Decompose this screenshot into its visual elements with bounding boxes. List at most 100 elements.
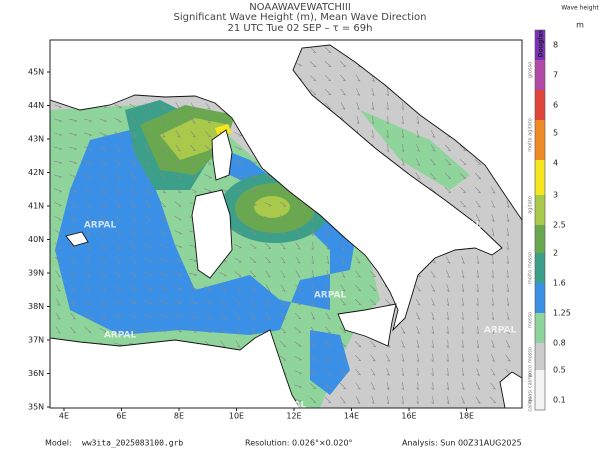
arrow	[475, 396, 481, 404]
arrow	[159, 272, 167, 277]
arrow	[174, 272, 183, 277]
cb-tick-label: 0.8	[553, 339, 566, 348]
arrow	[339, 61, 347, 68]
arrow	[100, 242, 106, 250]
arrow	[506, 298, 510, 307]
arrow	[295, 298, 301, 306]
arrow	[311, 255, 314, 265]
arrow	[130, 228, 136, 236]
arrow	[371, 102, 375, 111]
arrow	[189, 314, 197, 319]
arrow	[114, 117, 122, 123]
arrow	[340, 270, 346, 278]
arrow	[99, 313, 107, 319]
arrow	[415, 312, 421, 320]
arrow	[370, 340, 376, 348]
arrow	[326, 227, 329, 237]
arrow	[204, 327, 212, 333]
cb-seg	[535, 160, 545, 195]
arrow	[69, 132, 78, 137]
cb-unit: m	[576, 21, 584, 30]
arrow	[401, 395, 404, 405]
arrow	[476, 368, 480, 376]
arrow	[234, 230, 242, 235]
cb-tick-label: 4	[553, 159, 558, 168]
arrow	[324, 355, 332, 361]
arrow	[415, 158, 421, 166]
arrow	[175, 172, 181, 180]
arrow	[85, 298, 91, 306]
arrow	[204, 130, 212, 138]
arrow	[265, 284, 271, 292]
arrow	[400, 326, 406, 334]
arrow	[476, 311, 479, 321]
arrow	[264, 174, 272, 179]
arrow	[114, 314, 122, 319]
arrow	[354, 299, 362, 306]
arrow	[295, 228, 301, 236]
arrow	[459, 145, 467, 151]
lon-label: 16E	[401, 412, 416, 421]
cb-seg	[535, 370, 545, 410]
arrow	[219, 117, 227, 123]
arrow	[130, 200, 136, 208]
cb-title: Wave height	[561, 5, 599, 12]
arrow	[506, 241, 509, 251]
arrow	[324, 61, 332, 67]
arrow	[69, 146, 77, 151]
douglas-label: mosso	[528, 312, 534, 328]
arrow	[430, 158, 436, 166]
arrow	[250, 312, 256, 320]
arrow	[234, 257, 242, 263]
arrow	[130, 214, 136, 222]
title-line1: NOAAWAVEWATCHIII	[249, 2, 351, 13]
arrow	[506, 200, 510, 209]
arrow	[386, 88, 389, 97]
arrow	[84, 118, 93, 123]
arrow	[114, 158, 122, 166]
lat-label: 35N	[28, 403, 44, 412]
arrow	[355, 284, 361, 292]
lon-label: 14E	[344, 412, 359, 421]
arrow	[309, 46, 317, 54]
arrow	[190, 130, 196, 138]
arrow	[144, 272, 152, 277]
arrow	[144, 229, 152, 235]
arrow	[340, 88, 346, 96]
arrow	[474, 159, 482, 165]
cb-tick-label: 6	[553, 101, 558, 110]
arrow	[369, 270, 377, 278]
arrow	[265, 312, 271, 320]
arrow	[294, 200, 302, 208]
arrow	[446, 396, 450, 405]
arrow	[339, 327, 347, 333]
arrow	[84, 327, 92, 333]
arrow	[386, 382, 390, 391]
arrow	[114, 104, 122, 109]
sea-blue-south	[310, 330, 350, 395]
arrow	[340, 284, 346, 292]
watermark: ARPAL	[274, 401, 307, 411]
arrow	[174, 286, 183, 291]
arrow	[145, 172, 151, 180]
arrow	[415, 284, 421, 292]
arrow	[264, 229, 272, 235]
arrow	[99, 132, 107, 137]
arrow	[100, 270, 106, 278]
arrow	[160, 130, 166, 138]
arrow	[235, 340, 241, 348]
arrow	[70, 256, 76, 264]
arrow	[355, 270, 361, 278]
arrow	[356, 116, 360, 125]
arrow	[461, 339, 464, 349]
arrow	[461, 256, 465, 264]
arrow	[174, 215, 182, 221]
arrow	[310, 340, 316, 348]
arrow	[84, 201, 92, 208]
arrow	[475, 382, 481, 390]
arrow	[416, 144, 420, 152]
arrow	[311, 298, 315, 306]
arrow	[69, 187, 77, 193]
cb-tick-label: 3	[553, 191, 558, 200]
arrow	[159, 258, 167, 263]
